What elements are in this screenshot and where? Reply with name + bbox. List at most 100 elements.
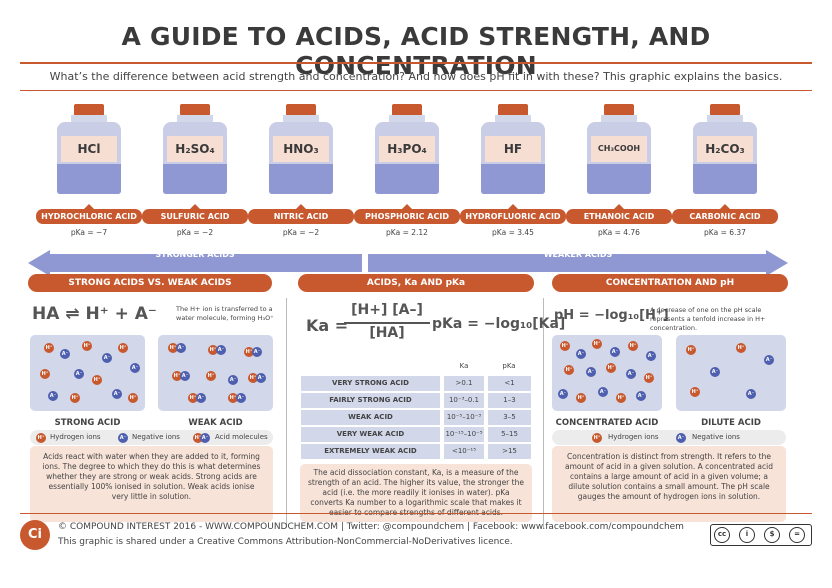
bottle-liquid <box>693 164 757 194</box>
bottle-neck <box>283 115 319 123</box>
hydrogen-ion: H⁺ <box>628 341 638 351</box>
ka-row-label: FAIRLY STRONG ACID <box>301 393 440 408</box>
ka-description: The acid dissociation constant, Ka, is a… <box>300 464 532 522</box>
bottle-cap <box>286 104 316 116</box>
hydrogen-ion: H⁺ <box>82 341 92 351</box>
bottle-cap <box>498 104 528 116</box>
legend-acid-molecules: Acid molecules <box>215 433 268 441</box>
bottle-label: CH₃COOH <box>591 136 647 162</box>
hydrogen-ion: H⁺ <box>576 393 586 403</box>
negative-ion-legend-icon: A⁻ <box>676 432 686 443</box>
legend-negative-ions: Negative ions <box>692 433 740 441</box>
ka-row-label: VERY WEAK ACID <box>301 427 440 442</box>
acid-pka: pKa = 4.76 <box>598 228 640 237</box>
footer-rule <box>20 513 812 514</box>
acid-name-tag: ETHANOIC ACID <box>566 204 672 224</box>
negative-ion: A⁻ <box>598 387 608 397</box>
acid-pka: pKa = 3.45 <box>492 228 534 237</box>
bottle-h3po4: H₃PO₄ <box>375 104 439 194</box>
bottle-cap <box>74 104 104 116</box>
panel-divider <box>543 298 544 528</box>
hydrogen-ion: H⁺ <box>644 373 654 383</box>
acid-molecule: H⁺ A⁻ <box>188 393 206 403</box>
weak-acid-label: WEAK ACID <box>188 418 243 428</box>
acid-molecule: H⁺ A⁻ <box>244 347 262 357</box>
dilute-acid-ion-box: H⁺ A⁻ H⁺ A⁻ H⁺ A⁻ <box>676 335 786 411</box>
bottle-label: H₃PO₄ <box>379 136 435 162</box>
strong-acid-label: STRONG ACID <box>54 418 121 428</box>
ka-row-ka: >0.1 <box>444 376 484 391</box>
legend-hydrogen-ions: Hydrogen ions <box>608 433 659 441</box>
nd-icon: = <box>789 527 805 543</box>
panel-heading-ph: CONCENTRATION AND pH <box>552 274 788 292</box>
negative-ion: A⁻ <box>102 353 112 363</box>
bottle-h2co3: H₂CO₃ <box>693 104 757 194</box>
hydrogen-ion: H⁺ <box>606 363 616 373</box>
hydrogen-ion: H⁺ <box>206 371 216 381</box>
strong-weak-legend: H⁺ Hydrogen ions A⁻ Negative ions H⁺ A⁻ … <box>30 430 273 445</box>
ph-legend: H⁺ Hydrogen ions A⁻ Negative ions <box>552 430 786 445</box>
acid-molecule: H⁺ A⁻ <box>248 373 266 383</box>
bottle-label: H₂CO₃ <box>697 136 753 162</box>
compound-interest-logo: Ci <box>20 520 50 550</box>
negative-ion: A⁻ <box>610 347 620 357</box>
acid-pka: pKa = −7 <box>70 228 108 237</box>
bottle-hno3: HNO₃ <box>269 104 333 194</box>
panel-divider <box>286 298 287 528</box>
ka-row-label: EXTREMELY WEAK ACID <box>301 444 440 459</box>
acid-name-tag: SULFURIC ACID <box>142 204 248 224</box>
ka-lhs: Ka = <box>306 316 349 335</box>
acid-molecule: H⁺ A⁻ <box>208 345 226 355</box>
stronger-acids-label: STRONGER ACIDS <box>155 250 235 259</box>
ka-table-row: VERY STRONG ACID >0.1 <1 <box>301 376 531 391</box>
negative-ion: A⁻ <box>252 347 262 357</box>
cc-icon: cc <box>714 527 730 543</box>
bottle-neck <box>71 115 107 123</box>
ka-row-ka: 10⁻³–0.1 <box>444 393 484 408</box>
hydrogen-ion: H⁺ <box>690 387 700 397</box>
bottle-cap <box>710 104 740 116</box>
concentrated-acid-label: CONCENTRATED ACID <box>555 418 659 428</box>
ka-denominator: [HA] <box>369 325 405 341</box>
ka-table-row: WEAK ACID 10⁻⁵–10⁻³ 3–5 <box>301 410 531 425</box>
hydrogen-ion: H⁺ <box>92 375 102 385</box>
negative-ion: A⁻ <box>130 363 140 373</box>
pka-column-header: pKa <box>502 362 516 370</box>
acid-molecule: H⁺ A⁻ <box>228 393 246 403</box>
page-title: A GUIDE TO ACIDS, ACID STRENGTH, AND CON… <box>121 22 711 80</box>
hydrogen-ion: H⁺ <box>70 393 80 403</box>
acid-name-tag: PHOSPHORIC ACID <box>354 204 460 224</box>
bottle-neck <box>495 115 531 123</box>
bottle-cap <box>392 104 422 116</box>
acid-pka: pKa = 6.37 <box>704 228 746 237</box>
panel-heading-ka: ACIDS, Ka AND pKa <box>298 274 534 292</box>
hydrogen-ion: H⁺ <box>248 373 258 383</box>
weaker-acids-label: WEAKER ACIDS <box>543 250 613 259</box>
hydrogen-ion-legend-icon: H⁺ <box>36 432 46 443</box>
bottle-hf: HF <box>481 104 545 194</box>
hydrogen-ion: H⁺ <box>208 345 218 355</box>
bottle-neck <box>389 115 425 123</box>
negative-ion: A⁻ <box>256 373 266 383</box>
negative-ion: A⁻ <box>228 375 238 385</box>
negative-ion: A⁻ <box>710 367 720 377</box>
hydrogen-ion: H⁺ <box>172 371 182 381</box>
bottle-body <box>481 122 545 194</box>
negative-ion: A⁻ <box>626 369 636 379</box>
bottle-liquid <box>57 164 121 194</box>
by-icon: i <box>739 527 755 543</box>
bottle-label: HNO₃ <box>273 136 329 162</box>
footer-credits: © COMPOUND INTEREST 2016 - WWW.COMPOUNDC… <box>58 522 684 532</box>
hydrogen-ion: H⁺ <box>564 365 574 375</box>
creative-commons-badge: cc i $ = <box>710 524 812 546</box>
negative-ion: A⁻ <box>48 391 58 401</box>
ph-description: Concentration is distinct from strength.… <box>552 446 786 522</box>
acid-name-tag: HYDROFLUORIC ACID <box>460 204 566 224</box>
bottle-neck <box>177 115 213 123</box>
hydrogen-ion: H⁺ <box>168 343 178 353</box>
page-subtitle: What’s the difference between acid stren… <box>49 70 783 83</box>
footer-licence: This graphic is shared under a Creative … <box>58 537 513 547</box>
infographic: A GUIDE TO ACIDS, ACID STRENGTH, AND CON… <box>20 20 812 568</box>
hydrogen-ion: H⁺ <box>40 369 50 379</box>
ka-row-ka: 10⁻¹⁵–10⁻⁵ <box>444 427 484 442</box>
